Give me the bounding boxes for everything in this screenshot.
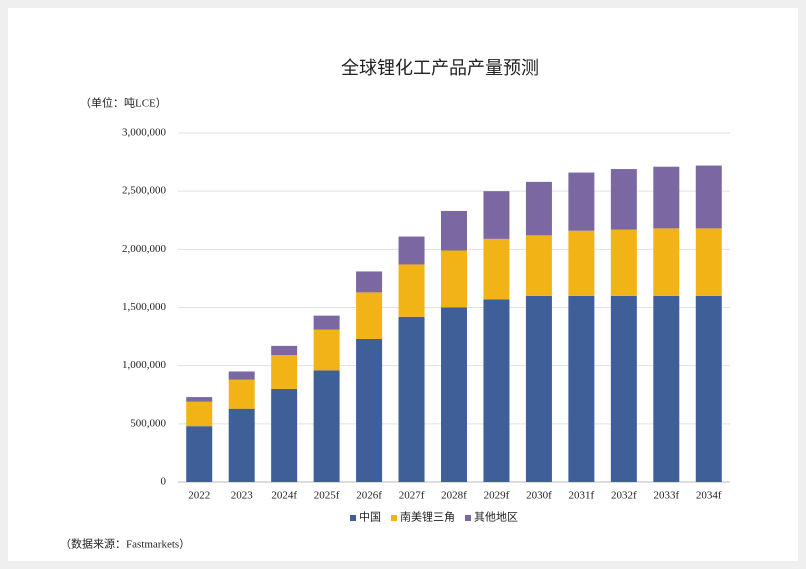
bar-segment xyxy=(398,316,425,482)
x-tick-label: 2033f xyxy=(653,490,679,502)
y-tick-label: 1,000,000 xyxy=(122,359,167,371)
bar-segment xyxy=(653,228,680,296)
legend-label: 南美锂三角 xyxy=(400,510,455,524)
bar-segment xyxy=(228,408,255,482)
bar-segment xyxy=(653,166,680,229)
x-tick-label: 2030f xyxy=(526,490,552,502)
bar-segment xyxy=(525,235,552,296)
y-tick-label: 2,500,000 xyxy=(122,185,167,197)
legend-swatch xyxy=(350,515,356,521)
bar-segment xyxy=(525,181,552,236)
bar-segment xyxy=(568,172,595,231)
legend-swatch xyxy=(391,515,397,521)
x-tick-label: 2031f xyxy=(569,490,595,502)
bar-segment xyxy=(356,338,383,482)
x-tick-label: 2022 xyxy=(188,490,210,502)
bar-segment xyxy=(483,299,510,482)
x-tick-label: 2029f xyxy=(484,490,510,502)
bar-segment xyxy=(441,210,467,251)
bar-segment xyxy=(271,345,298,356)
x-tick-label: 2023 xyxy=(231,490,254,502)
x-tick-label: 2034f xyxy=(696,490,722,502)
bar-segment xyxy=(441,250,467,308)
bar-segment xyxy=(398,264,425,317)
unit-label: （单位：吨LCE） xyxy=(80,96,167,110)
bar-segment xyxy=(356,292,383,339)
bar-segment xyxy=(483,191,510,239)
bar-segment xyxy=(186,397,213,402)
bar-segment xyxy=(610,229,637,296)
bar-segment xyxy=(228,379,255,409)
y-tick-label: 3,000,000 xyxy=(122,127,167,139)
x-tick-label: 2026f xyxy=(356,490,382,502)
bar-segment xyxy=(695,228,722,296)
bar-segment xyxy=(186,426,213,482)
legend-label: 其他地区 xyxy=(474,511,518,524)
bar-segment xyxy=(483,238,510,300)
y-tick-label: 500,000 xyxy=(130,417,166,429)
bar-segment xyxy=(695,295,722,482)
bar-segment xyxy=(186,401,213,427)
bar-segment xyxy=(653,295,680,482)
bar-segment xyxy=(610,295,637,482)
y-tick-label: 2,000,000 xyxy=(122,243,167,255)
bar-segment xyxy=(568,295,595,482)
bar-segment xyxy=(568,230,595,296)
source: （数据来源：Fastmarkets） xyxy=(60,537,190,551)
x-tick-label: 2025f xyxy=(314,490,340,502)
bar-segment xyxy=(356,271,383,293)
x-tick-label: 2027f xyxy=(399,490,425,502)
chart-title: 全球锂化工产品产量预测 xyxy=(341,58,539,78)
bar-segment xyxy=(398,236,425,265)
legend-label: 中国 xyxy=(359,511,381,524)
bar-segment xyxy=(271,355,298,389)
bar-segment xyxy=(313,370,340,482)
bar-segment xyxy=(313,329,340,371)
bar-segment xyxy=(441,307,467,482)
x-tick-label: 2028f xyxy=(441,490,467,502)
y-tick-label: 0 xyxy=(161,476,167,488)
bar-segment xyxy=(313,315,340,330)
legend-swatch xyxy=(465,515,471,521)
bar-segment xyxy=(228,371,255,380)
bar-segment xyxy=(271,388,298,482)
y-tick-label: 1,500,000 xyxy=(122,301,167,313)
bar-segment xyxy=(610,169,637,230)
bar-segment xyxy=(695,165,722,229)
x-tick-label: 2024f xyxy=(271,490,297,502)
x-tick-label: 2032f xyxy=(611,490,637,502)
bar-segment xyxy=(525,295,552,482)
